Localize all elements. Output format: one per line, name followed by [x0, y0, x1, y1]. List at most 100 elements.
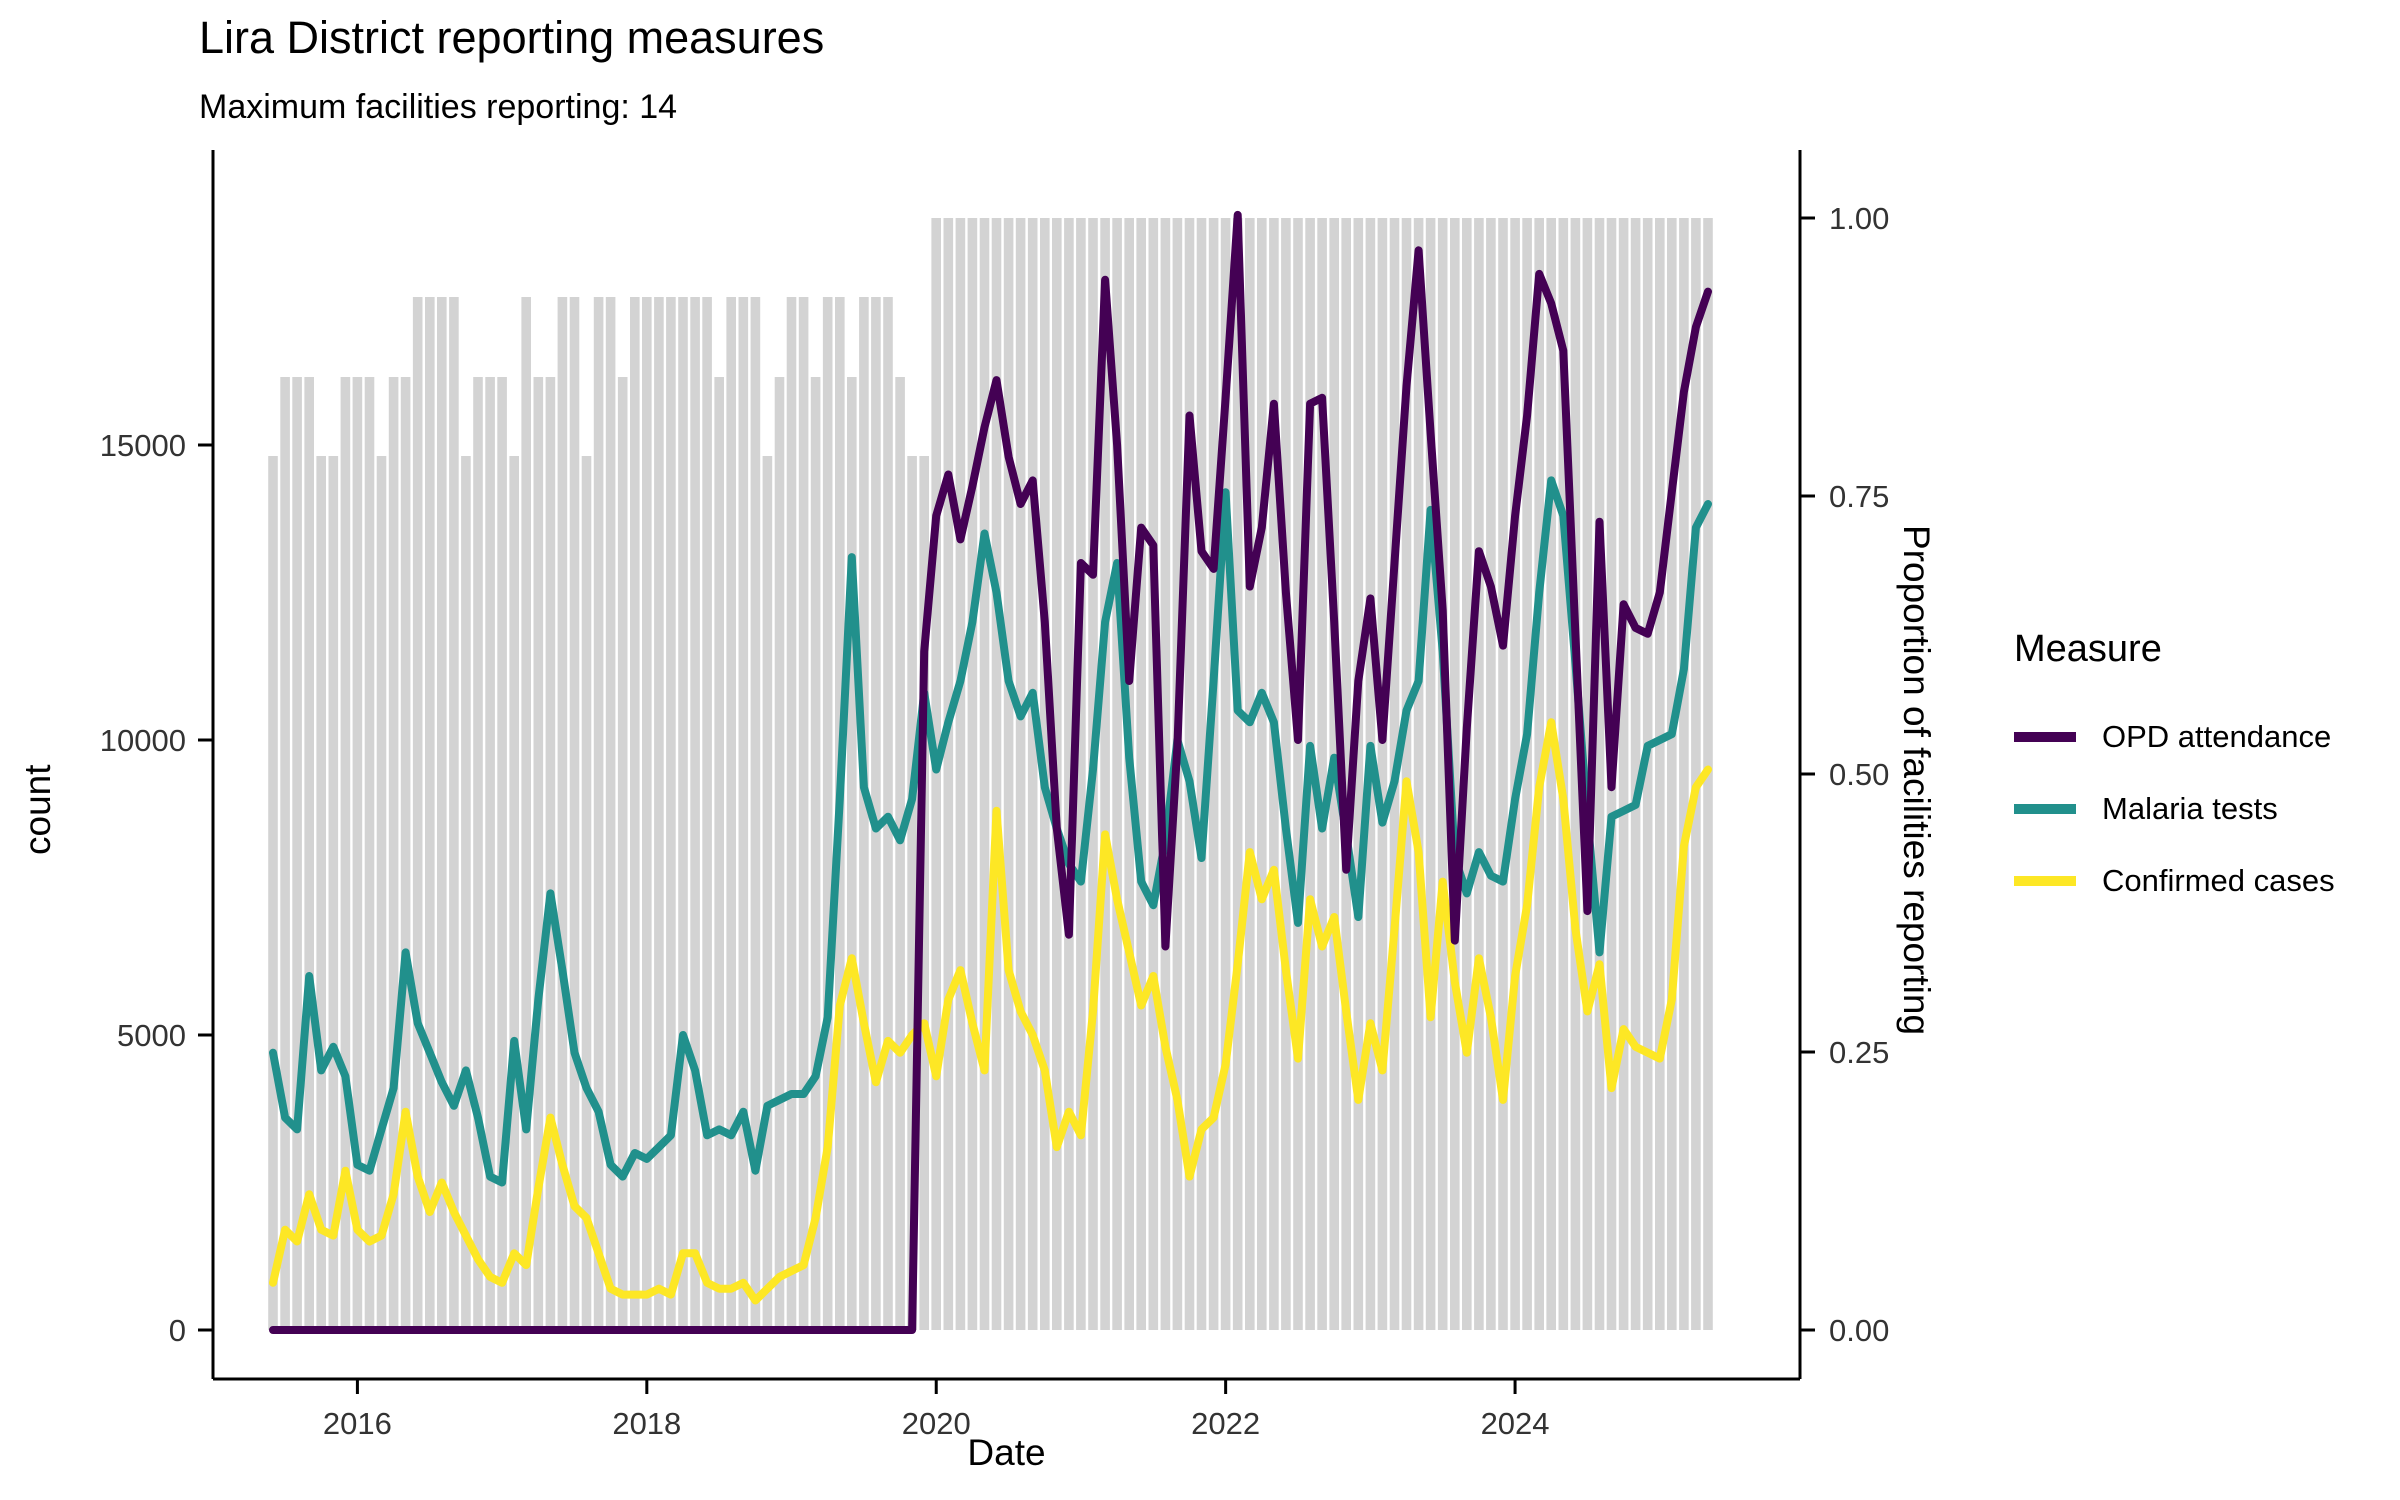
- x-axis-title: Date: [967, 1432, 1046, 1473]
- reporting-bar: [1630, 218, 1641, 1330]
- y-right-tick-label: 1.00: [1829, 201, 1889, 236]
- reporting-bar: [521, 297, 531, 1330]
- legend: Measure OPD attendance Malaria tests Confi…: [2014, 628, 2335, 917]
- reporting-bar: [907, 456, 917, 1330]
- reporting-bar: [1245, 218, 1255, 1330]
- reporting-bar: [714, 377, 724, 1330]
- reporting-bar: [943, 218, 954, 1330]
- reporting-bar: [1148, 218, 1159, 1330]
- y-left-tick-label: 10000: [100, 723, 186, 758]
- legend-item-confirmed-cases: Confirmed cases: [2014, 845, 2335, 917]
- series-line: [269, 210, 1712, 1334]
- y-left-tick-label: 0: [169, 1313, 186, 1348]
- reporting-bar: [1486, 218, 1496, 1330]
- series-malaria-tests: [269, 476, 1712, 1187]
- reporting-bar: [1642, 218, 1653, 1330]
- reporting-bar: [1510, 218, 1520, 1330]
- legend-item-label: OPD attendance: [2102, 719, 2332, 754]
- series-opd-attendance: [269, 210, 1712, 1334]
- reporting-bar: [316, 456, 326, 1330]
- reporting-bar: [388, 377, 399, 1330]
- reporting-bar: [822, 297, 833, 1330]
- reporting-bar: [786, 297, 797, 1330]
- reporting-bar: [666, 297, 676, 1330]
- x-tick-label: 2020: [902, 1406, 971, 1441]
- reporting-bar: [557, 297, 568, 1330]
- reporting-bar: [340, 377, 351, 1330]
- reporting-bar: [1437, 218, 1448, 1330]
- reporting-bar: [1377, 218, 1388, 1330]
- reporting-bar: [1655, 218, 1665, 1330]
- reporting-bar: [437, 297, 447, 1330]
- reporting-bar: [895, 377, 905, 1330]
- reporting-bar: [931, 218, 941, 1330]
- reporting-bar: [955, 218, 966, 1330]
- reporting-bar: [1160, 218, 1171, 1330]
- x-tick-label: 2024: [1481, 1406, 1550, 1441]
- reporting-bar: [630, 297, 640, 1330]
- reporting-bar: [280, 377, 290, 1330]
- reporting-bar: [678, 297, 688, 1330]
- reporting-bar: [810, 377, 821, 1330]
- reporting-bar: [642, 297, 652, 1330]
- reporting-bar: [1522, 218, 1532, 1330]
- series-line: [269, 718, 1712, 1305]
- reporting-bar: [581, 456, 592, 1330]
- reporting-bar: [545, 377, 556, 1330]
- legend-swatch-icon: [2014, 732, 2076, 742]
- reporting-bar: [1401, 218, 1412, 1330]
- reporting-bar: [292, 377, 302, 1330]
- reporting-bar: [569, 297, 580, 1330]
- reporting-bar: [1003, 218, 1014, 1330]
- reporting-bar: [425, 297, 435, 1330]
- legend-swatch-icon: [2014, 804, 2076, 814]
- series-confirmed-cases: [269, 718, 1712, 1305]
- reporting-bar: [1474, 218, 1484, 1330]
- y-right-tick-label: 0.75: [1829, 479, 1889, 514]
- reporting-bar: [1269, 218, 1279, 1330]
- reporting-bar: [1691, 218, 1701, 1330]
- reporting-bar: [1100, 218, 1110, 1330]
- reporting-bar: [1413, 218, 1424, 1330]
- reporting-bar: [774, 377, 785, 1330]
- reporting-bar: [1136, 218, 1146, 1330]
- reporting-bar: [533, 377, 544, 1330]
- reporting-bar: [750, 297, 761, 1330]
- series-line: [269, 476, 1712, 1187]
- reporting-bar: [979, 218, 990, 1330]
- reporting-bar: [871, 297, 881, 1330]
- reporting-bar: [400, 377, 411, 1330]
- reporting-bar: [967, 218, 978, 1330]
- reporting-bar: [919, 456, 929, 1330]
- reporting-bar: [1618, 218, 1629, 1330]
- legend-swatch-icon: [2014, 876, 2076, 886]
- reporting-bar: [1293, 218, 1303, 1330]
- y-right-tick-label: 0.50: [1829, 757, 1889, 792]
- y-right-axis-title: Proportion of facilities reporting: [1896, 524, 1937, 1036]
- reporting-bar: [473, 377, 483, 1330]
- reporting-bar: [1594, 218, 1605, 1330]
- reporting-bar: [617, 377, 628, 1330]
- reporting-bar: [352, 377, 363, 1330]
- reporting-bar: [1679, 218, 1689, 1330]
- reporting-bar: [449, 297, 459, 1330]
- reporting-bar: [1341, 218, 1351, 1330]
- reporting-bar: [991, 218, 1002, 1330]
- reporting-bar: [593, 297, 604, 1330]
- reporting-bar: [762, 456, 773, 1330]
- y-left-tick-label: 5000: [117, 1018, 186, 1053]
- reporting-bar: [1667, 218, 1677, 1330]
- y-right-tick-label: 0.00: [1829, 1313, 1889, 1348]
- reporting-bar: [328, 456, 339, 1330]
- reporting-bar: [1450, 218, 1460, 1330]
- reporting-bar: [1570, 218, 1581, 1330]
- reporting-bar: [1317, 218, 1327, 1330]
- chart-title: Lira District reporting measures: [199, 12, 825, 63]
- reporting-bar: [702, 297, 712, 1330]
- x-tick-label: 2016: [323, 1406, 392, 1441]
- reporting-bar: [485, 377, 495, 1330]
- reporting-bar: [1281, 218, 1291, 1330]
- reporting-bar: [847, 377, 857, 1330]
